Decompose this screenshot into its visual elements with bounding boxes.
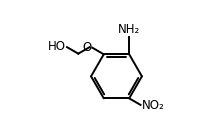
Text: O: O [82,41,91,54]
Text: NO₂: NO₂ [141,99,164,112]
Text: HO: HO [48,40,66,53]
Text: NH₂: NH₂ [118,23,140,36]
